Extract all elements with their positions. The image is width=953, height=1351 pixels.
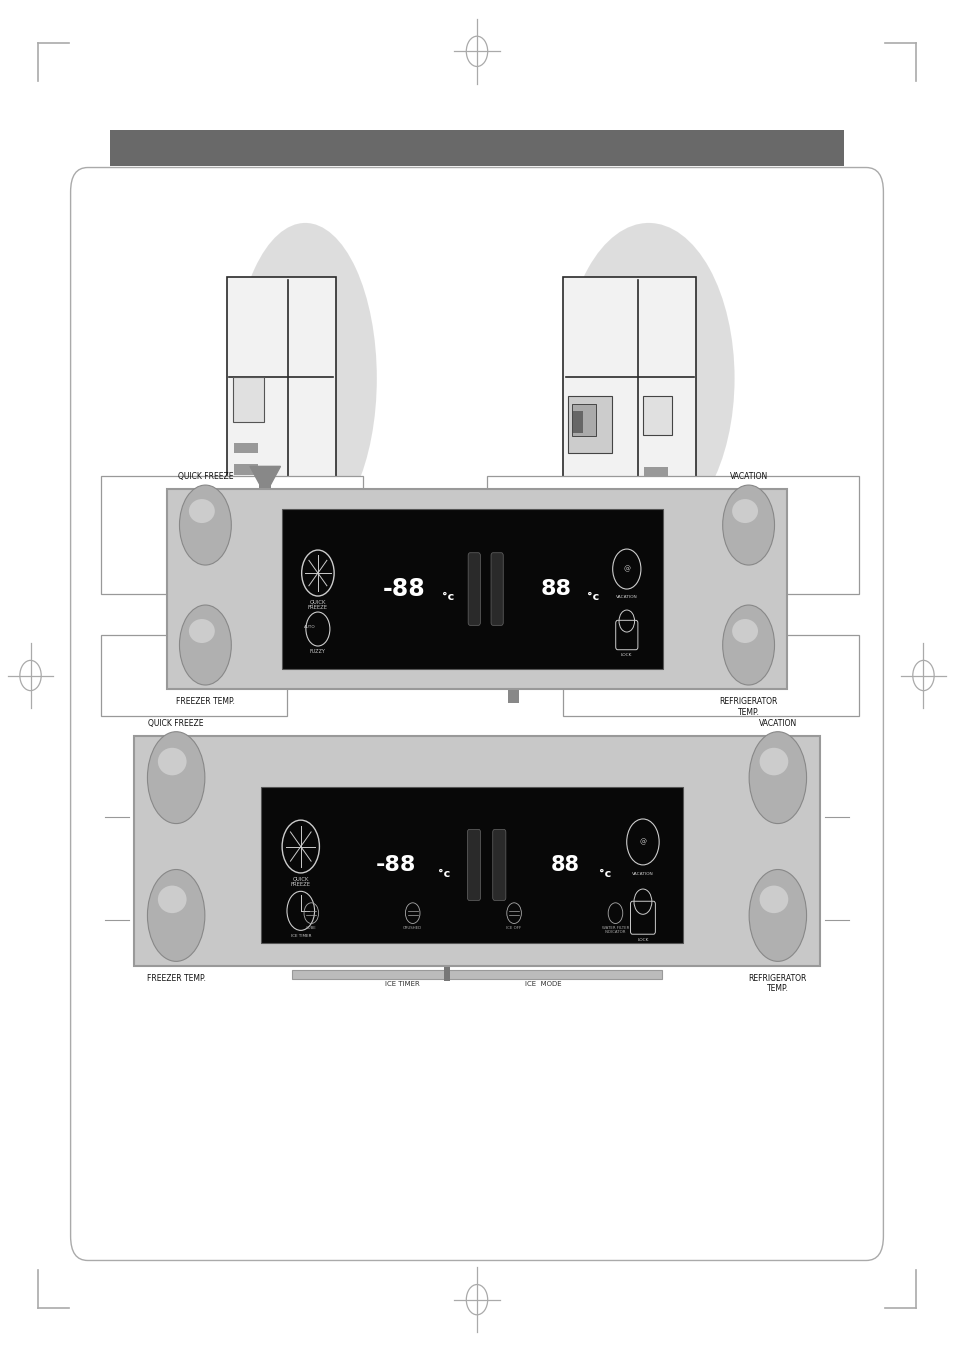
Ellipse shape xyxy=(722,485,774,565)
Bar xyxy=(110,130,843,166)
Text: FREEZER TEMP.: FREEZER TEMP. xyxy=(147,974,205,984)
Bar xyxy=(133,736,820,966)
Bar xyxy=(292,970,661,978)
Ellipse shape xyxy=(722,605,774,685)
Text: WATER FILTER
INDICATOR: WATER FILTER INDICATOR xyxy=(601,925,628,934)
Polygon shape xyxy=(618,494,639,513)
Text: FREEZER TEMP.: FREEZER TEMP. xyxy=(175,697,234,707)
Ellipse shape xyxy=(148,870,205,962)
Ellipse shape xyxy=(233,223,376,534)
Bar xyxy=(643,466,668,477)
Bar xyxy=(281,509,662,669)
Text: LOCK: LOCK xyxy=(620,653,632,657)
Text: REFRIGERATOR
TEMP.: REFRIGERATOR TEMP. xyxy=(719,697,777,716)
Bar xyxy=(573,411,582,432)
Text: FUZZY: FUZZY xyxy=(310,648,326,654)
Text: VACATION: VACATION xyxy=(616,594,637,598)
FancyBboxPatch shape xyxy=(71,168,882,1260)
Ellipse shape xyxy=(759,747,787,775)
Bar xyxy=(101,476,363,594)
Text: QUICK FREEZE: QUICK FREEZE xyxy=(149,719,204,728)
Text: @: @ xyxy=(622,566,630,573)
Text: 88: 88 xyxy=(540,580,571,598)
Ellipse shape xyxy=(157,747,187,775)
Ellipse shape xyxy=(562,223,734,534)
Text: °c: °c xyxy=(437,869,450,880)
Bar xyxy=(507,634,518,703)
Ellipse shape xyxy=(179,485,231,565)
Bar xyxy=(571,404,596,436)
Bar xyxy=(234,463,258,474)
Text: AUTO: AUTO xyxy=(303,626,314,630)
Bar xyxy=(233,377,264,422)
Text: VACATION: VACATION xyxy=(729,471,767,481)
Bar xyxy=(234,443,258,454)
Bar xyxy=(562,635,858,716)
Bar xyxy=(568,396,612,454)
Text: REFRIGERATOR
TEMP.: REFRIGERATOR TEMP. xyxy=(748,974,806,993)
Polygon shape xyxy=(250,466,280,494)
Ellipse shape xyxy=(731,619,758,643)
Text: °c: °c xyxy=(586,592,598,603)
Text: LOCK: LOCK xyxy=(637,939,648,943)
Text: ICE OFF: ICE OFF xyxy=(506,925,521,929)
Text: QUICK FREEZE: QUICK FREEZE xyxy=(177,471,233,481)
Text: °c: °c xyxy=(441,592,454,603)
Text: -88: -88 xyxy=(375,855,416,875)
Text: CRUSHED: CRUSHED xyxy=(403,925,422,929)
Text: ICE  MODE: ICE MODE xyxy=(525,981,561,986)
Text: VACATION: VACATION xyxy=(632,871,653,875)
Ellipse shape xyxy=(179,605,231,685)
Text: 88: 88 xyxy=(550,855,578,875)
Text: °c: °c xyxy=(598,869,610,880)
Bar xyxy=(167,489,786,689)
Bar xyxy=(410,759,629,838)
Bar xyxy=(625,513,633,540)
Bar xyxy=(444,967,450,981)
Bar xyxy=(562,277,696,540)
Bar xyxy=(234,485,258,496)
FancyBboxPatch shape xyxy=(493,830,505,900)
Text: QUICK
FREEZE: QUICK FREEZE xyxy=(291,877,311,888)
Ellipse shape xyxy=(189,619,214,643)
Ellipse shape xyxy=(748,870,805,962)
Ellipse shape xyxy=(731,499,758,523)
Text: VACATION: VACATION xyxy=(758,719,796,728)
Text: ICE TIMER: ICE TIMER xyxy=(385,981,419,986)
Bar xyxy=(642,396,672,435)
FancyBboxPatch shape xyxy=(467,830,480,900)
Bar xyxy=(260,786,682,943)
Ellipse shape xyxy=(157,886,187,913)
Bar xyxy=(486,476,858,594)
Text: @: @ xyxy=(639,839,646,846)
Polygon shape xyxy=(498,634,527,659)
Ellipse shape xyxy=(189,499,214,523)
Text: -88: -88 xyxy=(382,577,425,601)
Ellipse shape xyxy=(759,886,787,913)
Bar xyxy=(259,466,271,540)
Ellipse shape xyxy=(748,732,805,824)
Bar xyxy=(101,635,287,716)
FancyBboxPatch shape xyxy=(491,553,503,626)
Bar xyxy=(152,759,381,838)
Text: ICE TIMER: ICE TIMER xyxy=(291,934,311,938)
Text: QUICK
FREEZE: QUICK FREEZE xyxy=(308,598,328,609)
Text: CUBE: CUBE xyxy=(306,925,316,929)
Bar xyxy=(226,277,335,540)
FancyBboxPatch shape xyxy=(468,553,480,626)
Ellipse shape xyxy=(148,732,205,824)
